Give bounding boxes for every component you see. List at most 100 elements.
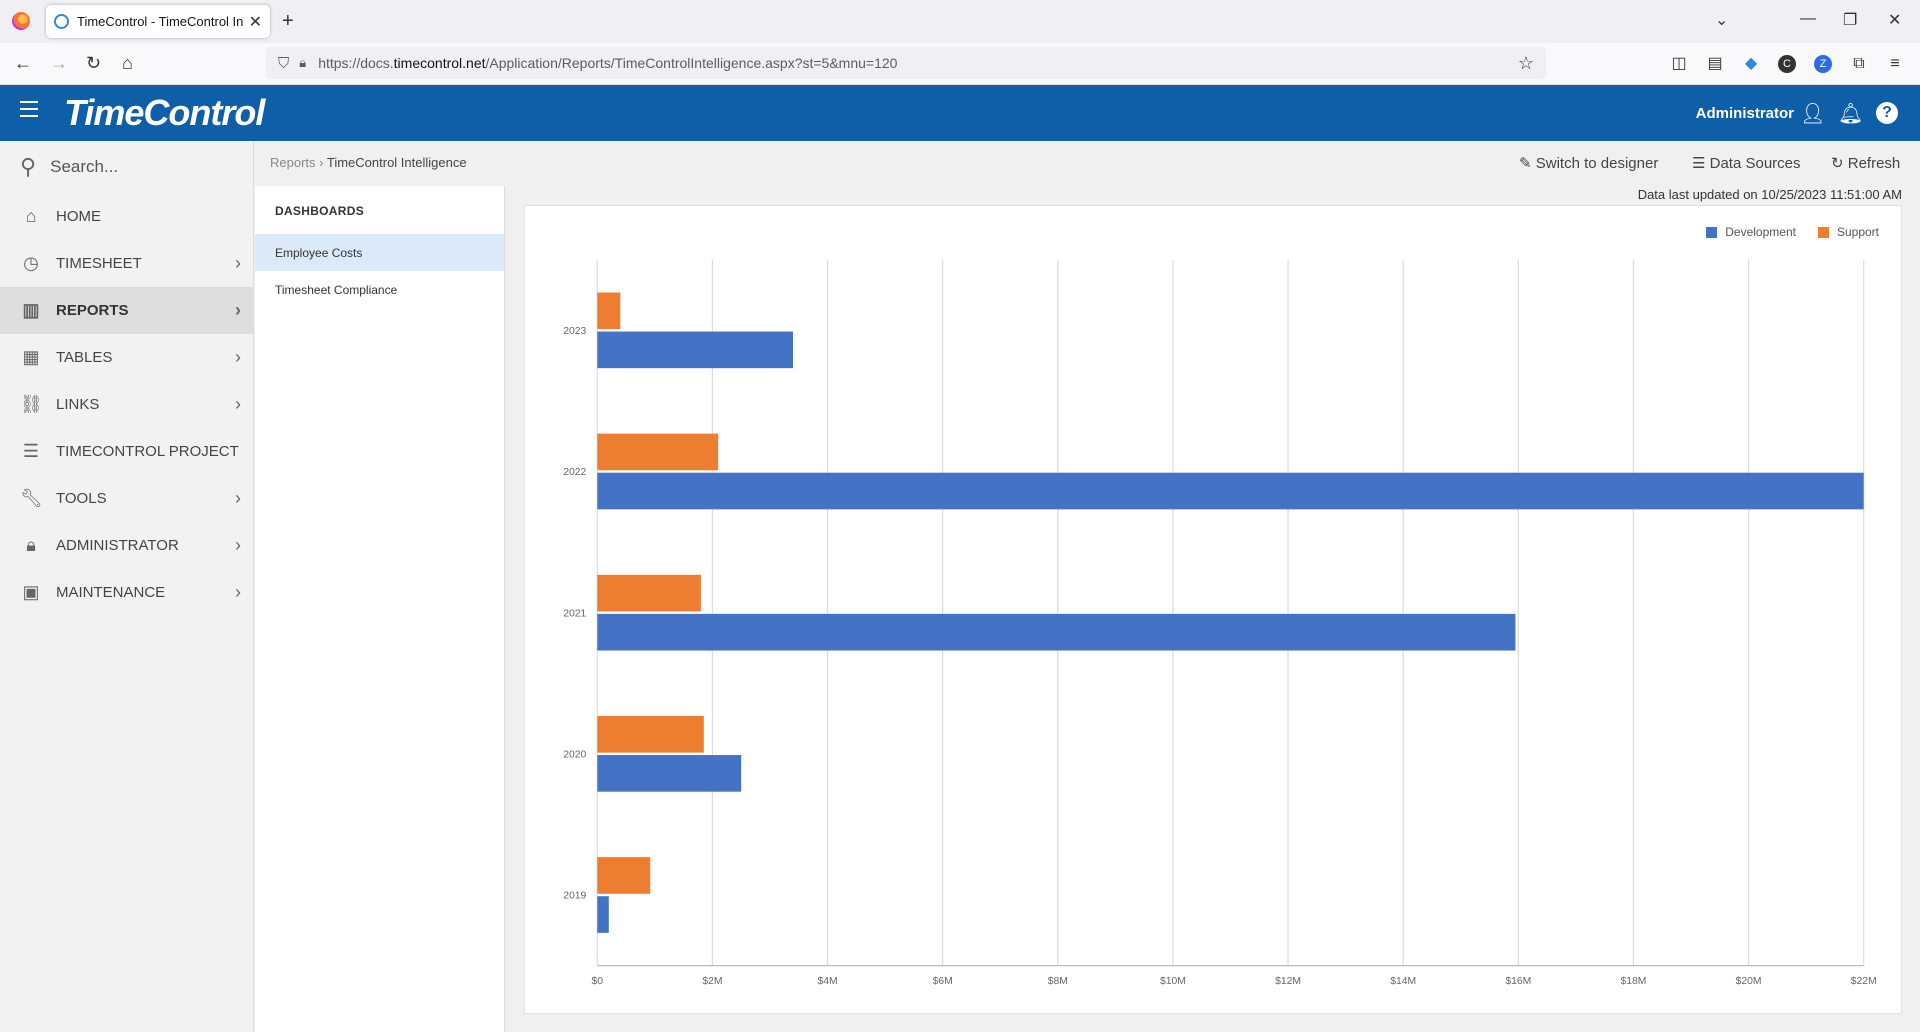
- switch-to-designer-button[interactable]: ✎ Switch to designer: [1519, 155, 1659, 172]
- sidebar-item-links[interactable]: ⛓ LINKS ›: [0, 381, 253, 428]
- dashboards-heading: DASHBOARDS: [275, 204, 365, 218]
- y-tick-label: 2022: [563, 467, 586, 478]
- clock-icon: ◷: [23, 253, 39, 273]
- shield-icon[interactable]: ⛉: [278, 54, 290, 72]
- chevron-right-icon: ›: [235, 488, 241, 508]
- extension-blue-icon[interactable]: ◆: [1744, 55, 1758, 72]
- sidebar-item-label: TIMECONTROL PROJECT: [56, 443, 239, 460]
- extension-z-icon[interactable]: Z: [1814, 55, 1832, 73]
- chevron-right-icon: ›: [235, 535, 241, 555]
- address-bar[interactable]: ⛉ 🔒︎ https://docs.timecontrol.net/Applic…: [266, 47, 1546, 79]
- search-input[interactable]: Search...: [50, 157, 119, 176]
- tab-list-chevron-icon[interactable]: ⌄: [1715, 12, 1729, 29]
- back-icon[interactable]: ←: [14, 53, 32, 73]
- sidebar-item-label: ADMINISTRATOR: [56, 537, 179, 554]
- task-list-icon: ☰: [22, 441, 40, 461]
- pencil-icon: ✎: [1519, 155, 1536, 172]
- url-text: https://docs.timecontrol.net/Application…: [318, 55, 898, 71]
- y-tick-label: 2019: [563, 891, 586, 902]
- bar-development-2019: [597, 896, 609, 933]
- dashboards-panel: DASHBOARDS Employee Costs Timesheet Comp…: [255, 186, 505, 1032]
- link-icon: ⛓: [20, 394, 43, 414]
- sidebar-item-reports[interactable]: ▥ REPORTS ›: [0, 287, 253, 334]
- app-header: TimeControl Administrator 👤︎ 🔔︎ ?: [0, 85, 1920, 141]
- chevron-right-icon: ›: [235, 394, 241, 414]
- breadcrumb-reports[interactable]: Reports: [270, 155, 316, 170]
- home-browser-icon[interactable]: ⌂: [122, 53, 133, 73]
- browser-nav-bar: ← → ↻ ⌂ ⛉ 🔒︎ https://docs.timecontrol.ne…: [0, 43, 1920, 85]
- legend-item-development[interactable]: Development: [1706, 225, 1796, 239]
- minimize-icon[interactable]: —: [1800, 10, 1816, 27]
- x-tick-label: $20M: [1736, 976, 1762, 987]
- close-tab-icon[interactable]: ✕: [248, 13, 262, 31]
- wrench-icon: 🔧︎: [20, 488, 43, 508]
- dashboard-item-timesheet-compliance[interactable]: Timesheet Compliance: [275, 282, 398, 297]
- x-tick-label: $0: [592, 976, 604, 987]
- chevron-right-icon: ›: [235, 347, 241, 367]
- sidebar-item-label: HOME: [56, 208, 101, 225]
- sidebar-item-tables[interactable]: ▦ TABLES ›: [0, 334, 253, 381]
- y-tick-label: 2023: [563, 326, 586, 337]
- bell-icon[interactable]: 🔔︎: [1838, 103, 1864, 125]
- pocket-icon[interactable]: ◫: [1671, 55, 1687, 72]
- padlock-icon[interactable]: 🔒︎: [299, 55, 307, 70]
- extensions-puzzle-icon[interactable]: ⧉: [1853, 55, 1865, 72]
- breadcrumb: Reports › TimeControl Intelligence: [270, 155, 467, 170]
- user-name[interactable]: Administrator: [1695, 105, 1794, 122]
- tab-title: TimeControl - TimeControl Intelligence: [77, 14, 243, 29]
- forward-icon[interactable]: →: [50, 53, 68, 73]
- legend-swatch-development: [1706, 226, 1718, 238]
- bookmark-star-icon[interactable]: ☆: [1517, 52, 1534, 73]
- sidebar-item-home[interactable]: ⌂ HOME: [0, 193, 253, 240]
- legend-item-support[interactable]: Support: [1817, 225, 1879, 239]
- browser-tab-bar: TimeControl - TimeControl Intelligence ✕…: [0, 0, 1920, 43]
- x-tick-label: $22M: [1851, 976, 1877, 987]
- bar-support-2022: [597, 433, 719, 471]
- bar-development-2021: [597, 613, 1516, 651]
- reader-view-icon[interactable]: ▤: [1707, 55, 1723, 72]
- extension-c-icon[interactable]: C: [1778, 55, 1796, 73]
- breadcrumb-current: TimeControl Intelligence: [326, 155, 467, 170]
- refresh-icon: ↻: [1831, 155, 1848, 172]
- chart-card: Development Support $0 $2M $4M $6M $8M $10M $1…: [524, 205, 1902, 1014]
- sidebar-item-maintenance[interactable]: ▣ MAINTENANCE ›: [0, 569, 253, 616]
- browser-tab[interactable]: TimeControl - TimeControl Intelligence ✕: [46, 5, 270, 38]
- x-tick-label: $16M: [1505, 976, 1531, 987]
- x-tick-label: $8M: [1048, 976, 1068, 987]
- chevron-right-icon: ›: [235, 253, 241, 273]
- browser-menu-icon[interactable]: ≡: [1890, 55, 1900, 72]
- breadcrumb-chevron-icon: ›: [319, 155, 327, 170]
- brand-logo[interactable]: TimeControl: [64, 92, 265, 133]
- bar-support-2023: [597, 292, 621, 330]
- window-close-icon[interactable]: ✕: [1888, 12, 1902, 29]
- user-icon[interactable]: 👤︎: [1800, 103, 1826, 125]
- bar-development-2023: [597, 331, 794, 369]
- refresh-button[interactable]: ↻ Refresh: [1831, 155, 1901, 172]
- database-icon: ☰: [1692, 155, 1710, 172]
- data-sources-button[interactable]: ☰ Data Sources: [1692, 155, 1801, 172]
- bar-support-2019: [597, 857, 651, 894]
- timecontrol-favicon-icon: [54, 14, 69, 29]
- search-box[interactable]: ⚲ Search...: [0, 141, 253, 193]
- lock-icon: 🔒︎: [26, 535, 36, 555]
- sidebar-menu: ⌂ HOME ◷ TIMESHEET › ▥ REPORTS › ▦ TABLES › ⛓ LINKS ›…: [0, 193, 253, 616]
- sidebar-item-administrator[interactable]: 🔒︎ ADMINISTRATOR ›: [0, 522, 253, 569]
- bar-support-2021: [597, 574, 701, 612]
- firefox-icon[interactable]: [12, 12, 30, 30]
- bar-chart-icon: ▥: [22, 300, 40, 320]
- hamburger-menu-icon[interactable]: [20, 101, 38, 117]
- x-tick-label: $2M: [702, 976, 722, 987]
- home-icon: ⌂: [25, 206, 37, 226]
- restore-icon[interactable]: ❐: [1843, 12, 1858, 29]
- data-updated-text: Data last updated on 10/25/2023 11:51:00…: [1637, 187, 1902, 202]
- x-tick-label: $14M: [1390, 976, 1416, 987]
- clipboard-check-icon: ▣: [22, 582, 40, 602]
- sidebar-item-timecontrol-project[interactable]: ☰ TIMECONTROL PROJECT: [0, 428, 253, 475]
- reload-icon[interactable]: ↻: [86, 53, 102, 73]
- sidebar-item-timesheet[interactable]: ◷ TIMESHEET ›: [0, 240, 253, 287]
- help-icon[interactable]: ?: [1876, 102, 1898, 124]
- new-tab-icon[interactable]: +: [282, 10, 294, 32]
- x-tick-label: $18M: [1620, 976, 1646, 987]
- dashboard-item-employee-costs[interactable]: Employee Costs: [255, 234, 504, 271]
- sidebar-item-tools[interactable]: 🔧︎ TOOLS ›: [0, 475, 253, 522]
